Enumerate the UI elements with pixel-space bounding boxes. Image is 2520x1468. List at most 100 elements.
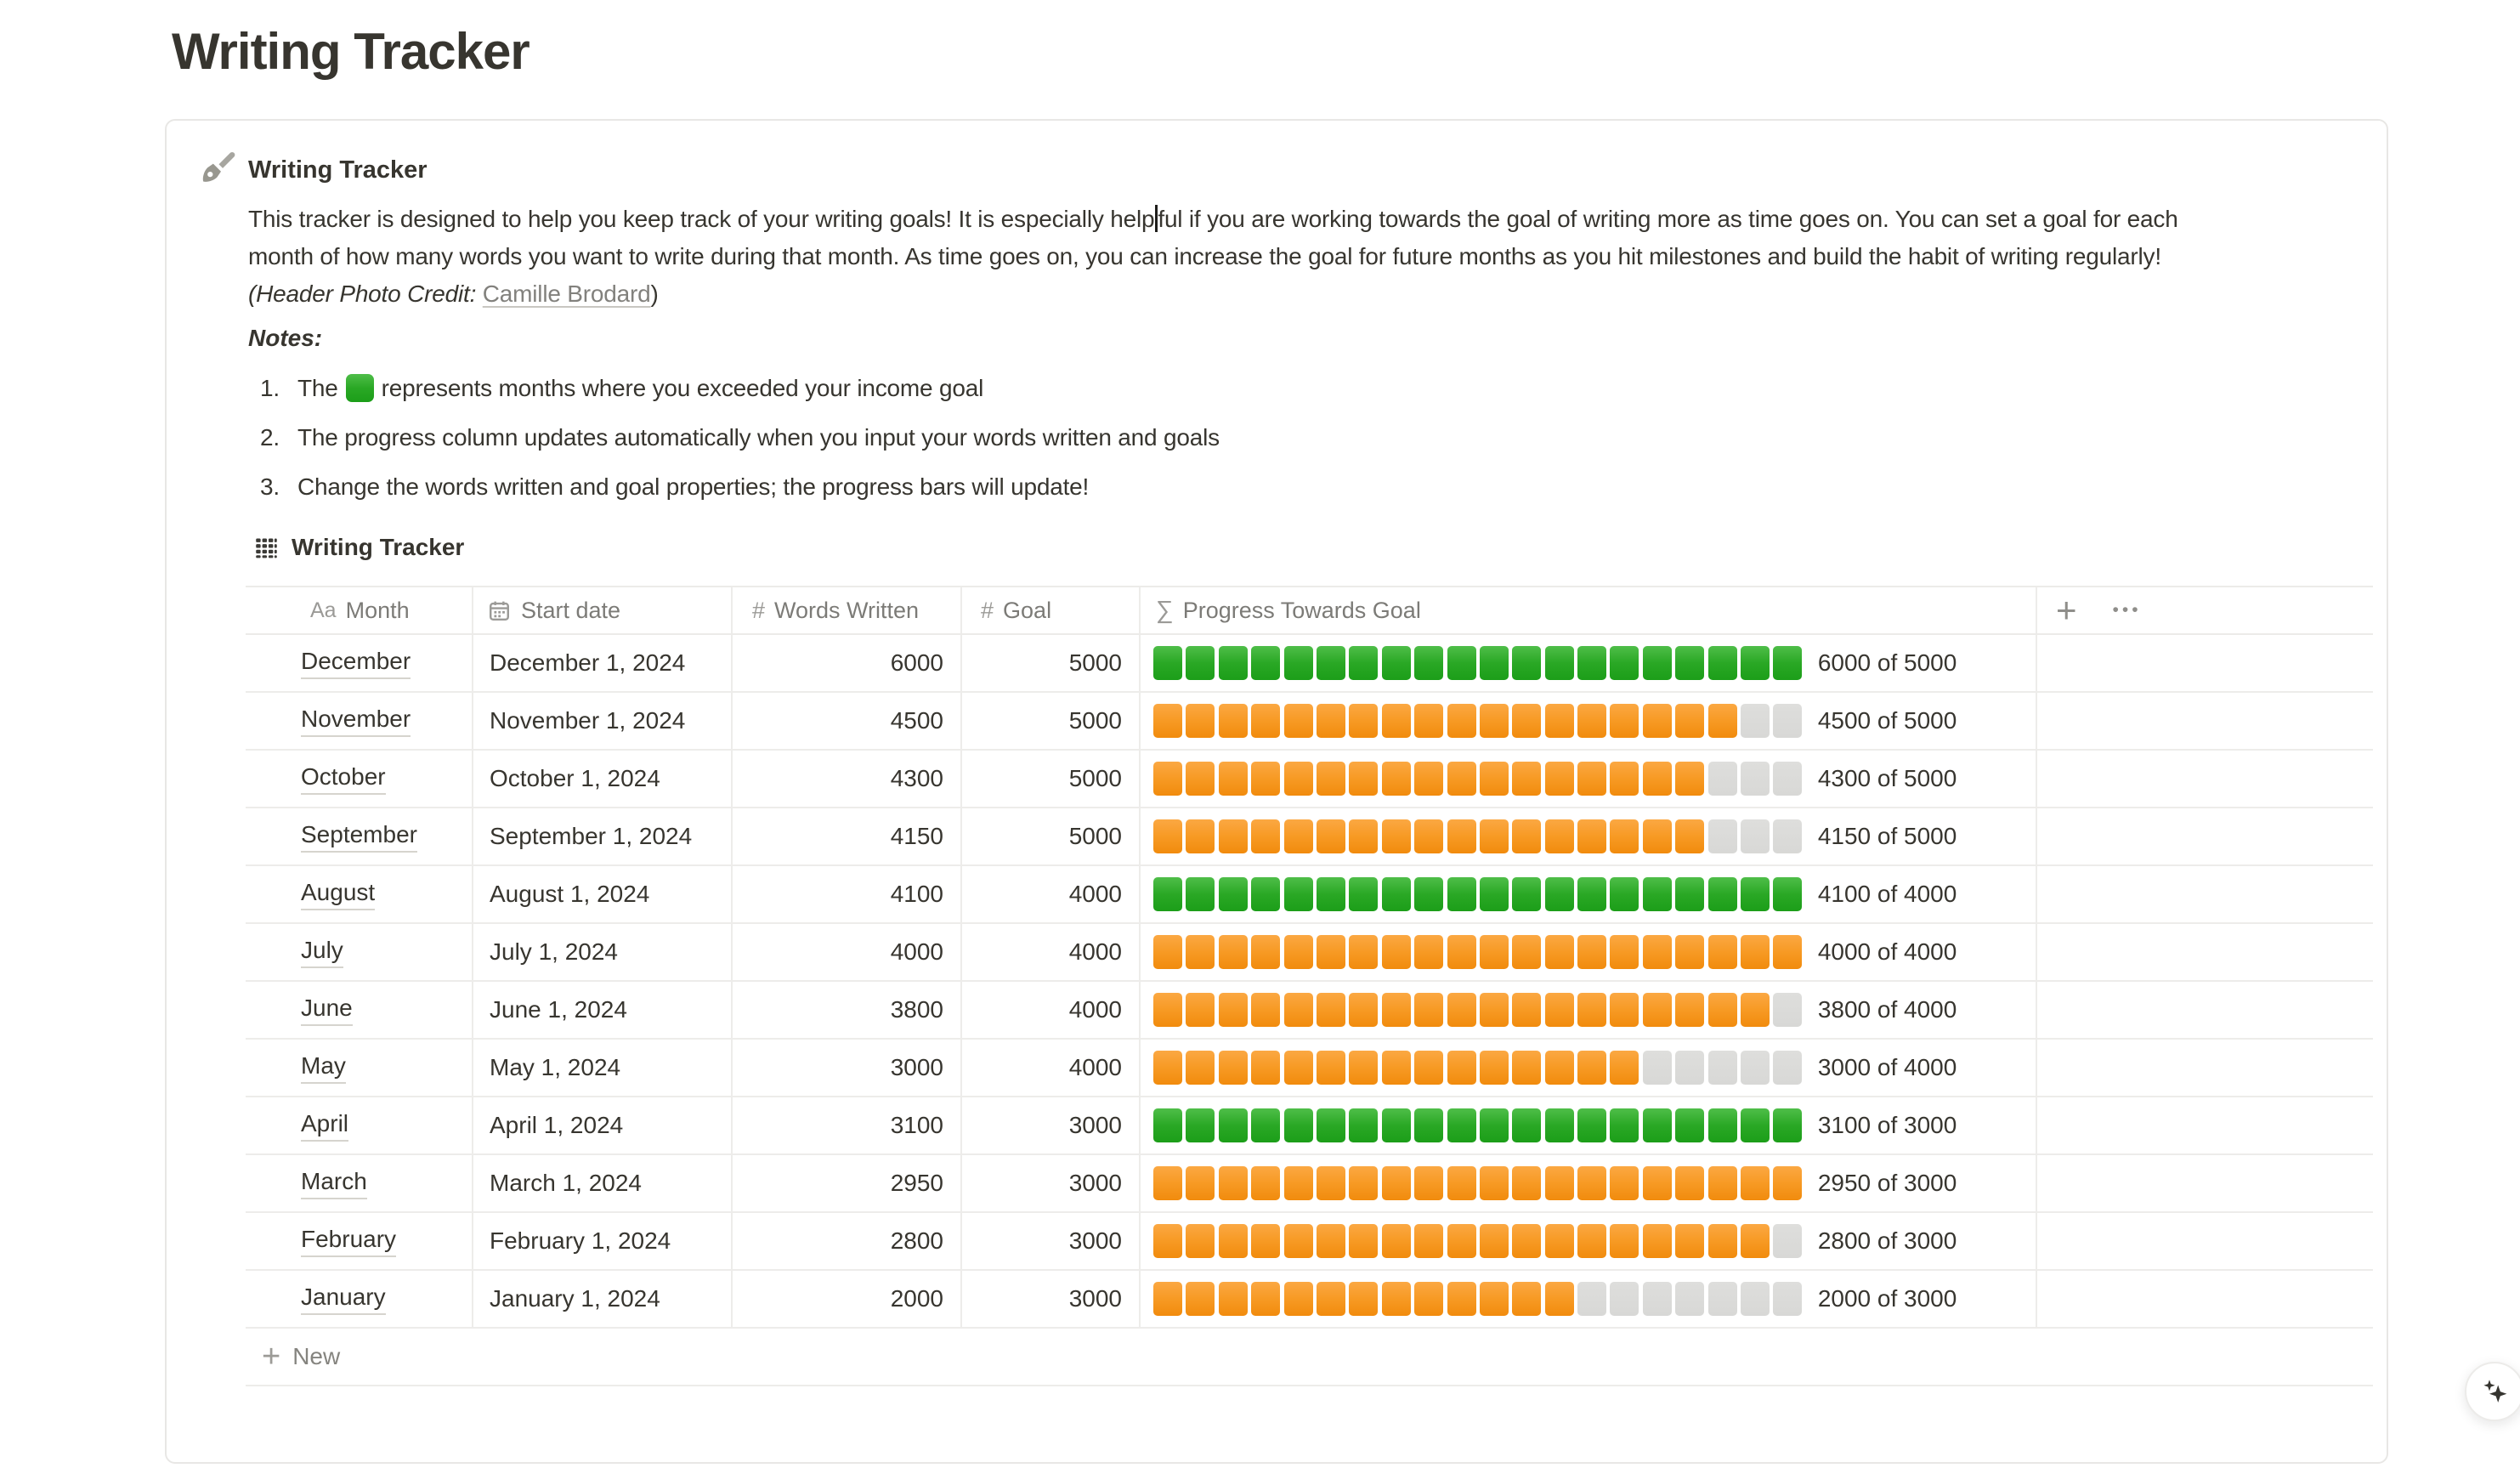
progress-block-filled — [1283, 704, 1313, 738]
words-written-cell[interactable]: 4000 — [733, 924, 962, 980]
words-written-cell[interactable]: 4300 — [733, 751, 962, 807]
credit-link[interactable]: Camille Brodard — [482, 281, 651, 307]
column-header-progress[interactable]: ∑ Progress Towards Goal — [1141, 587, 2037, 633]
month-cell[interactable]: September — [246, 808, 473, 864]
start-date-cell[interactable]: January 1, 2024 — [473, 1271, 733, 1327]
goal-cell[interactable]: 4000 — [962, 924, 1141, 980]
start-date-cell[interactable]: October 1, 2024 — [473, 751, 733, 807]
words-written-cell[interactable]: 4500 — [733, 693, 962, 749]
progress-block-empty — [1675, 1282, 1705, 1316]
progress-label: 4100 of 4000 — [1817, 881, 1957, 907]
table-header-row: Aa Month Start date # Words Written — [246, 586, 2373, 635]
progress-block-filled — [1153, 877, 1182, 911]
start-date-cell[interactable]: December 1, 2024 — [473, 635, 733, 691]
progress-block-filled — [1512, 819, 1542, 853]
start-date-cell[interactable]: February 1, 2024 — [473, 1213, 733, 1269]
goal-cell[interactable]: 5000 — [962, 808, 1141, 864]
start-date-cell[interactable]: May 1, 2024 — [473, 1040, 733, 1096]
goal-cell[interactable]: 5000 — [962, 635, 1141, 691]
month-cell[interactable]: October — [246, 751, 473, 807]
goal-cell[interactable]: 4000 — [962, 1040, 1141, 1096]
start-date-cell[interactable]: November 1, 2024 — [473, 693, 733, 749]
progress-block-filled — [1316, 1224, 1345, 1258]
progress-block-filled — [1447, 1282, 1476, 1316]
progress-block-empty — [1773, 819, 1803, 853]
start-date-cell[interactable]: September 1, 2024 — [473, 808, 733, 864]
words-written-cell[interactable]: 4150 — [733, 808, 962, 864]
table-more-button[interactable]: ••• — [2112, 600, 2142, 620]
start-date-cell[interactable]: June 1, 2024 — [473, 982, 733, 1038]
progress-block-empty — [1741, 762, 1770, 796]
month-cell[interactable]: December — [246, 635, 473, 691]
column-header-words-written[interactable]: # Words Written — [733, 587, 962, 633]
column-header-goal[interactable]: # Goal — [962, 587, 1141, 633]
column-label: Start date — [521, 597, 621, 623]
progress-block-filled — [1153, 993, 1182, 1027]
month-cell[interactable]: February — [246, 1213, 473, 1269]
progress-block-filled — [1349, 1108, 1379, 1142]
words-written-cell[interactable]: 3000 — [733, 1040, 962, 1096]
progress-block-filled — [1447, 646, 1476, 680]
month-cell[interactable]: January — [246, 1271, 473, 1327]
words-written-cell[interactable]: 2950 — [733, 1155, 962, 1211]
note-text: represents months where you exceeded you… — [381, 375, 984, 401]
progress-bar — [1153, 935, 1806, 969]
start-date-cell[interactable]: March 1, 2024 — [473, 1155, 733, 1211]
month-cell[interactable]: April — [246, 1097, 473, 1153]
month-cell[interactable]: March — [246, 1155, 473, 1211]
progress-block-filled — [1675, 1166, 1705, 1200]
column-header-month[interactable]: Aa Month — [246, 587, 473, 633]
list-number: 3. — [260, 473, 280, 500]
goal-cell[interactable]: 4000 — [962, 982, 1141, 1038]
progress-block-filled — [1153, 646, 1182, 680]
goal-cell[interactable]: 5000 — [962, 693, 1141, 749]
credit-prefix: ( — [248, 281, 257, 307]
month-cell[interactable]: June — [246, 982, 473, 1038]
words-written-cell[interactable]: 2800 — [733, 1213, 962, 1269]
goal-cell[interactable]: 3000 — [962, 1213, 1141, 1269]
goal-cell[interactable]: 5000 — [962, 751, 1141, 807]
start-date-cell[interactable]: April 1, 2024 — [473, 1097, 733, 1153]
paragraph-text: month of how many words you want to writ… — [248, 243, 2161, 269]
progress-block-filled — [1316, 1051, 1345, 1085]
goal-cell[interactable]: 3000 — [962, 1097, 1141, 1153]
start-date-cell[interactable]: August 1, 2024 — [473, 866, 733, 922]
month-cell[interactable]: May — [246, 1040, 473, 1096]
database-title[interactable]: Writing Tracker — [253, 534, 464, 561]
progress-block-filled — [1675, 877, 1705, 911]
month-cell[interactable]: July — [246, 924, 473, 980]
progress-block-filled — [1447, 1051, 1476, 1085]
words-written-cell[interactable]: 2000 — [733, 1271, 962, 1327]
goal-cell[interactable]: 3000 — [962, 1271, 1141, 1327]
month-cell[interactable]: November — [246, 693, 473, 749]
new-row-button[interactable]: + New — [246, 1329, 2373, 1386]
progress-block-filled — [1414, 1108, 1444, 1142]
progress-block-filled — [1316, 935, 1345, 969]
progress-block-filled — [1381, 1282, 1411, 1316]
progress-block-filled — [1186, 1224, 1215, 1258]
progress-block-empty — [1642, 1282, 1672, 1316]
add-property-button[interactable]: + — [2056, 590, 2077, 630]
words-written-cell[interactable]: 3800 — [733, 982, 962, 1038]
progress-block-filled — [1381, 1108, 1411, 1142]
plus-icon: + — [262, 1339, 281, 1374]
words-written-cell[interactable]: 6000 — [733, 635, 962, 691]
progress-label: 3100 of 3000 — [1817, 1112, 1957, 1138]
progress-block-filled — [1642, 646, 1672, 680]
column-header-start-date[interactable]: Start date — [473, 587, 733, 633]
goal-cell[interactable]: 4000 — [962, 866, 1141, 922]
ai-assistant-button[interactable] — [2465, 1362, 2520, 1421]
progress-block-filled — [1349, 1166, 1379, 1200]
empty-cell — [2037, 866, 2373, 922]
note-text: The — [297, 375, 338, 401]
progress-block-filled — [1381, 877, 1411, 911]
goal-cell[interactable]: 3000 — [962, 1155, 1141, 1211]
progress-block-filled — [1741, 993, 1770, 1027]
progress-block-filled — [1186, 704, 1215, 738]
paintbrush-icon[interactable] — [195, 146, 238, 189]
words-written-cell[interactable]: 3100 — [733, 1097, 962, 1153]
start-date-cell[interactable]: July 1, 2024 — [473, 924, 733, 980]
progress-block-filled — [1577, 819, 1607, 853]
words-written-cell[interactable]: 4100 — [733, 866, 962, 922]
month-cell[interactable]: August — [246, 866, 473, 922]
